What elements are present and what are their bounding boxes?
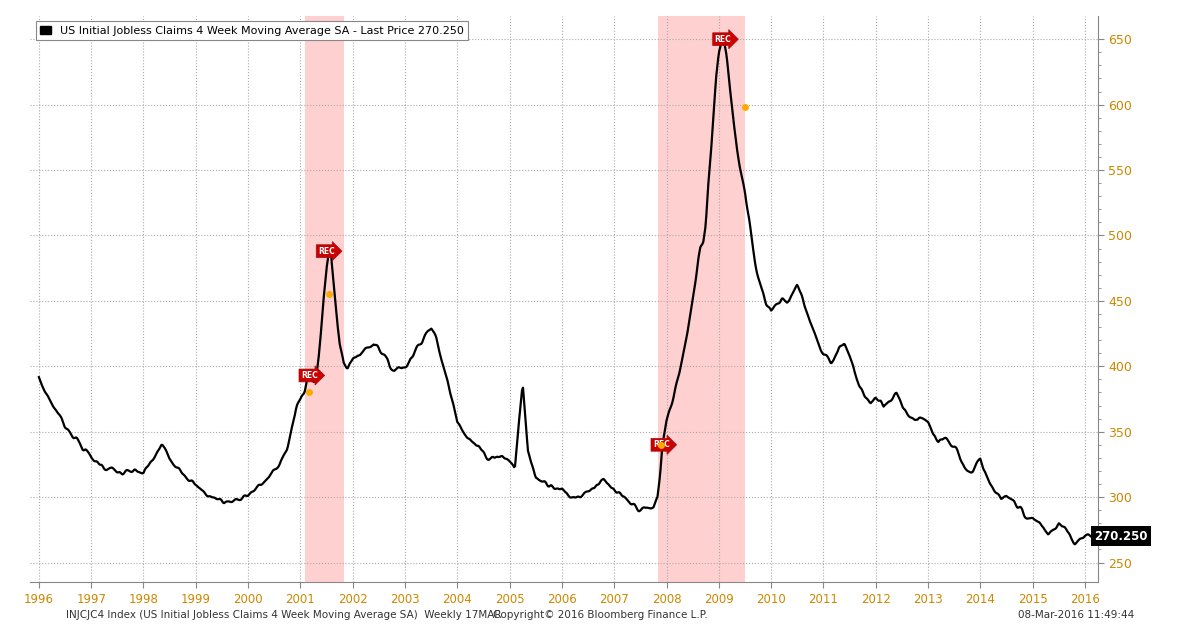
Legend: US Initial Jobless Claims 4 Week Moving Average SA - Last Price 270.250: US Initial Jobless Claims 4 Week Moving …	[36, 21, 468, 40]
Text: REC: REC	[318, 247, 335, 255]
Text: 270.250: 270.250	[1094, 530, 1148, 543]
Text: Copyright© 2016 Bloomberg Finance L.P.: Copyright© 2016 Bloomberg Finance L.P.	[493, 610, 707, 620]
Text: REC: REC	[653, 440, 670, 449]
Bar	[305, 16, 344, 582]
Text: INJCJC4 Index (US Initial Jobless Claims 4 Week Moving Average SA)  Weekly 17MAR: INJCJC4 Index (US Initial Jobless Claims…	[66, 610, 502, 620]
Text: REC: REC	[715, 34, 731, 44]
Text: REC: REC	[301, 371, 318, 380]
Bar	[658, 16, 745, 582]
Text: 08-Mar-2016 11:49:44: 08-Mar-2016 11:49:44	[1018, 610, 1134, 620]
